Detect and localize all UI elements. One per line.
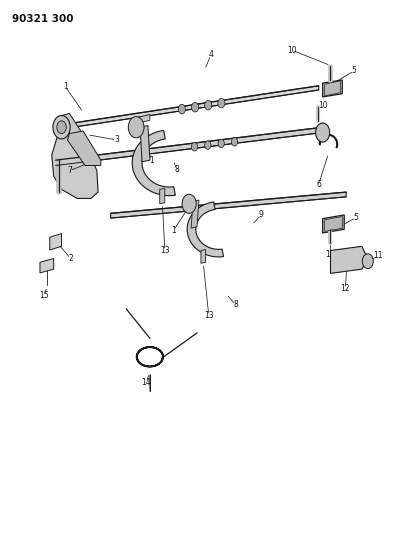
Text: 3: 3 — [114, 135, 119, 144]
Circle shape — [178, 104, 186, 114]
Text: 8: 8 — [174, 165, 179, 174]
Circle shape — [57, 121, 66, 134]
Text: 10: 10 — [318, 101, 327, 110]
Text: 4: 4 — [208, 51, 213, 59]
Polygon shape — [136, 115, 150, 124]
Circle shape — [53, 116, 70, 139]
Polygon shape — [187, 202, 223, 257]
Polygon shape — [56, 86, 319, 130]
Text: 14: 14 — [141, 378, 151, 387]
Text: 1: 1 — [149, 156, 154, 165]
Circle shape — [218, 99, 225, 108]
Polygon shape — [67, 131, 101, 165]
Circle shape — [191, 102, 199, 112]
Text: 5: 5 — [353, 213, 359, 222]
Polygon shape — [111, 192, 346, 218]
Polygon shape — [323, 80, 342, 97]
Polygon shape — [201, 249, 206, 263]
Text: 9: 9 — [258, 211, 264, 220]
Polygon shape — [331, 246, 368, 273]
Circle shape — [182, 194, 196, 213]
Circle shape — [205, 141, 211, 149]
Text: 13: 13 — [160, 246, 170, 255]
Text: 90321 300: 90321 300 — [13, 14, 74, 24]
Circle shape — [205, 100, 212, 110]
Polygon shape — [132, 131, 175, 196]
Text: 7: 7 — [67, 166, 72, 175]
Polygon shape — [56, 127, 323, 165]
Circle shape — [191, 142, 198, 151]
Polygon shape — [323, 215, 344, 233]
Text: 13: 13 — [204, 311, 214, 320]
Circle shape — [362, 254, 373, 269]
Polygon shape — [325, 216, 342, 231]
Polygon shape — [40, 259, 54, 273]
Circle shape — [316, 123, 330, 142]
Text: 10: 10 — [287, 46, 297, 55]
Text: 10: 10 — [326, 251, 335, 260]
Text: 15: 15 — [39, 291, 49, 300]
Text: 6: 6 — [316, 180, 321, 189]
Text: 5: 5 — [351, 67, 357, 75]
Text: 11: 11 — [373, 252, 382, 260]
Text: 1: 1 — [171, 226, 176, 235]
Text: 8: 8 — [233, 300, 238, 309]
Polygon shape — [191, 200, 199, 228]
Polygon shape — [61, 114, 85, 142]
Circle shape — [218, 139, 224, 148]
Polygon shape — [160, 188, 165, 204]
Polygon shape — [50, 233, 61, 250]
Text: 12: 12 — [341, 284, 350, 293]
Circle shape — [128, 117, 144, 138]
Text: 2: 2 — [68, 254, 73, 263]
Polygon shape — [325, 81, 340, 96]
Circle shape — [231, 138, 238, 146]
Polygon shape — [52, 123, 98, 198]
Polygon shape — [140, 126, 150, 162]
Text: 1: 1 — [63, 82, 68, 91]
